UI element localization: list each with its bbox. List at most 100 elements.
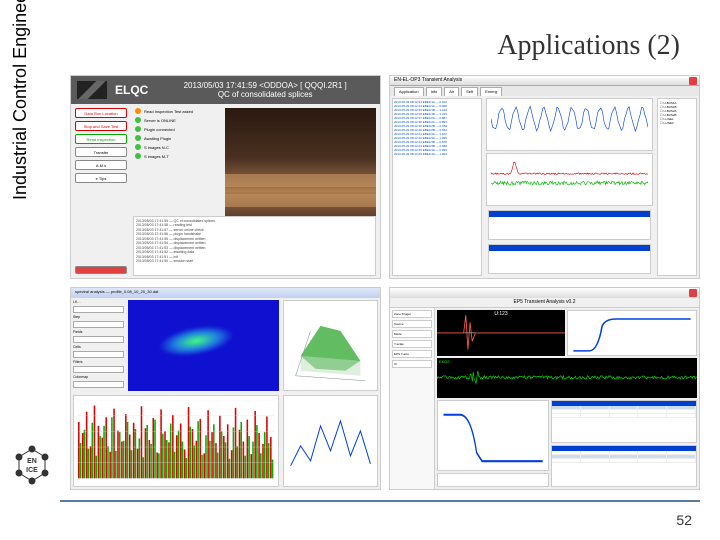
elqc-subtitle: QC of consolidated splices [156,90,374,99]
control-input[interactable] [73,381,124,388]
eps-sidebar: Zone Trigger Source Mode Y-scale EPS Y-axis I… [390,308,435,490]
close-icon[interactable] [689,77,697,85]
elqc-timestamp: 2013/05/03 17:41:59 <ODDOA> [ QQQI.2R1 ] [156,81,374,90]
elqc-btn-5[interactable]: e Tips [75,173,127,183]
control-label: Fields [73,330,124,334]
status-label: Plugin connected [144,127,175,132]
tab-sett[interactable]: Sett [461,87,478,96]
control-input[interactable] [73,366,124,373]
tab-alr[interactable]: Alr [444,87,459,96]
table-row[interactable] [552,459,696,463]
status-item: Read Inspection Test asked [135,108,217,114]
elqc-btn-1[interactable]: Stop and Save Test [75,121,127,131]
elqc-header: ELQC 2013/05/03 17:41:59 <ODDOA> [ QQQI.… [71,76,380,104]
page-title: Applications (2) [497,30,680,62]
status-dot-icon [135,126,141,132]
control-input[interactable] [73,306,124,313]
ta-legend: ☐ U-BUS1A☐ U-BUS1B☐ U-BUS2A☐ U-BUS2B☐ I-… [657,98,697,276]
side-group[interactable]: Source [392,320,432,328]
side-group[interactable]: EPS Y-axis [392,350,432,358]
splice-thumb-icon [77,81,107,99]
eps-minichart [437,400,549,471]
legend-item: ☐ I-LINE2 [660,121,694,125]
ta-chart-current [486,153,653,206]
panel-eps-transient: EP5 Transient Analysis v0.2 Zone Trigger… [389,287,700,491]
eps-green-label: EKD2 [439,359,449,364]
ta-titlebar: EN-EL-OP3 Transient Analysis [390,76,699,86]
status-label: Awaiting Plugin [144,136,171,141]
status-item: Plugin connected [135,126,217,132]
horizontal-rule [60,500,700,502]
svg-text:ICE: ICE [26,467,38,474]
close-icon[interactable] [689,289,697,297]
panel-transient-analysis: EN-EL-OP3 Transient Analysis Application… [389,75,700,279]
status-dot-icon [135,153,141,159]
status-label: Read Inspection Test asked [144,109,193,114]
control-label: LK… [73,300,124,304]
status-item: S images M-T [135,153,217,159]
side-group[interactable]: IC [392,360,432,368]
elqc-btn-2[interactable]: Read Inspection [75,134,127,144]
status-dot-icon [135,135,141,141]
ta-table [488,210,651,240]
ta-table-2 [488,244,651,274]
ta-event-list[interactable]: 2013-05-03 08:12:33 EBE1/1A — 0.9122013-… [392,98,482,276]
eps-scope-chart: U:123 [437,310,565,357]
ta-title: EN-EL-OP3 Transient Analysis [394,77,462,83]
eps-header: EP5 Transient Analysis v0.2 [390,298,699,308]
ta-tabs: ApplicationInfoAlrSettEmerg [390,86,699,96]
spectrogram-chart [128,300,279,392]
page-number: 52 [676,512,692,528]
eps-overlay: U:123 [494,311,507,317]
status-dot-icon [135,108,141,114]
status-dot-icon [135,117,141,123]
spectrogram-plume [156,321,235,361]
svg-text:EN: EN [27,458,37,465]
tab-emerg[interactable]: Emerg [480,87,502,96]
control-label: Colormap [73,375,124,379]
eps-info-block [437,473,549,487]
elqc-app-name: ELQC [115,83,148,97]
side-group[interactable]: Mode [392,330,432,338]
elqc-stop-icon[interactable] [75,266,127,274]
tab-application[interactable]: Application [394,87,424,96]
eps-green-scope: EKD2 [437,358,697,398]
spec-titlebar: spectral analysis — profile_0.08_10_20_3… [71,288,380,298]
status-label: Server is ONLINE [144,118,176,123]
control-label: Filters [73,360,124,364]
status-label: S images N-C [144,145,169,150]
logo-icon: EN ICE [12,445,52,485]
spec-controls: LK… Step Fields Cells Filters Colormap [71,298,126,394]
status-dot-icon [135,144,141,150]
tab-info[interactable]: Info [426,87,443,96]
control-label: Cells [73,345,124,349]
status-item: Awaiting Plugin [135,135,217,141]
elqc-btn-3[interactable]: Transfer [75,147,127,157]
ta-table-header-2 [489,245,650,251]
status-label: S images M-T [144,154,169,159]
table-row[interactable] [552,414,696,418]
surface3d-chart [283,300,378,392]
vertical-label: Industrial Control Engineering [10,0,31,200]
list-item[interactable]: 2013-05-03 08:12:46 EBE1/4A — 1.004 [394,152,480,156]
control-input[interactable] [73,336,124,343]
eps-table-1 [551,400,697,442]
panel-spectral: spectral analysis — profile_0.08_10_20_3… [70,287,381,491]
control-input[interactable] [73,351,124,358]
status-item: Server is ONLINE [135,117,217,123]
elqc-btn-0[interactable]: Data Run Location [75,108,127,118]
screenshot-grid: ELQC 2013/05/03 17:41:59 <ODDOA> [ QQQI.… [70,75,700,490]
status-item: S images N-C [135,144,217,150]
log-line: 2013/05/03 17:41:50 — session start [136,259,373,264]
control-input[interactable] [73,321,124,328]
control-label: Step [73,315,124,319]
side-group[interactable]: Zone Trigger [392,310,432,318]
elqc-sidebar: Data Run Location Stop and Save Test Rea… [71,104,131,278]
side-group[interactable]: Y-scale [392,340,432,348]
spec-bar-chart [73,395,279,487]
eps-titlebar [390,288,699,298]
elqc-btn-4[interactable]: A.M.s [75,160,127,170]
eps-table-2 [551,445,697,487]
eps-step-chart [567,310,697,357]
elqc-log: 2013/05/03 17:41:59 — QC of consolidated… [133,216,376,276]
